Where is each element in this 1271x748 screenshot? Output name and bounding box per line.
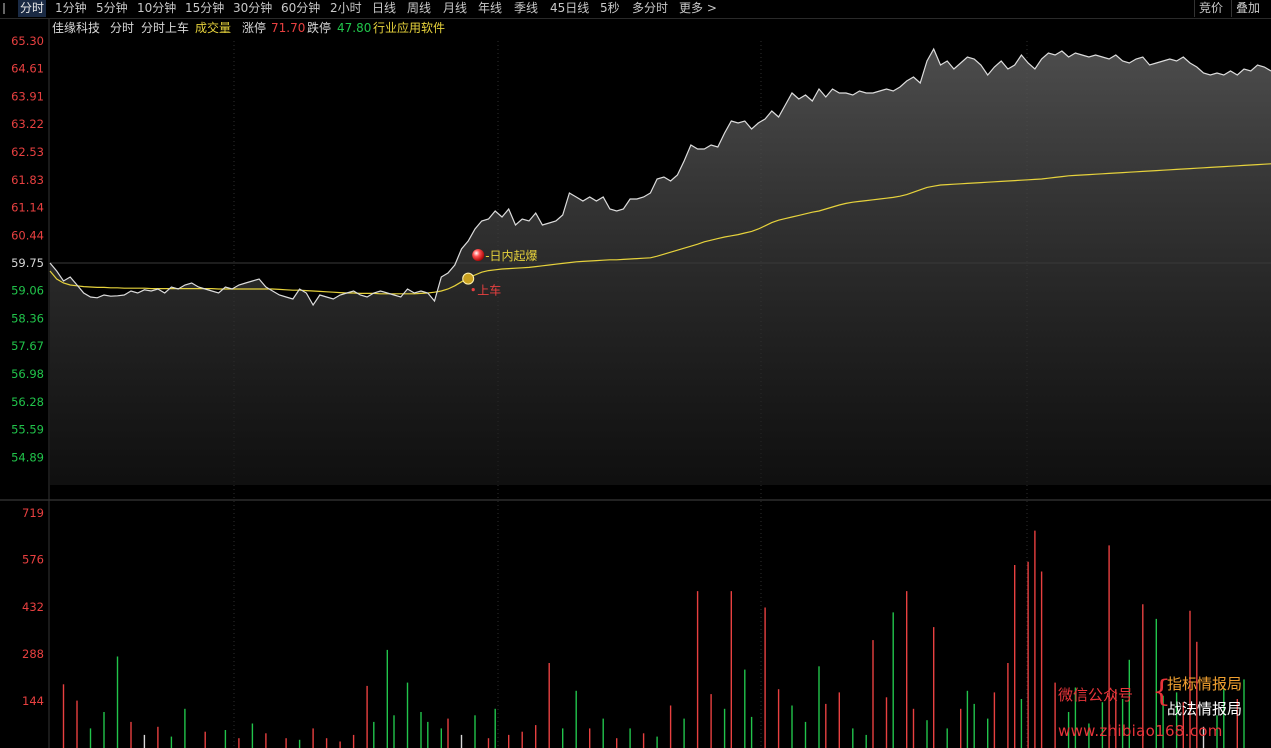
tab-1min[interactable]: 1分钟 bbox=[55, 1, 87, 15]
tab-daily[interactable]: 日线 bbox=[372, 1, 397, 15]
volume-tick-label: 719 bbox=[22, 506, 44, 520]
tab-45day[interactable]: 45日线 bbox=[550, 1, 590, 15]
entry-signal-dot bbox=[471, 288, 475, 292]
volume-axis: 719 576 432 288 144 bbox=[22, 506, 44, 708]
price-tick-label: 58.36 bbox=[11, 312, 44, 326]
tab-monthly[interactable]: 月线 bbox=[443, 1, 468, 15]
stock-name: 佳缘科技 bbox=[52, 21, 101, 35]
money-bag-icon bbox=[462, 272, 475, 285]
watermark-line3: 战法情报局 bbox=[1167, 700, 1243, 718]
tab-weekly[interactable]: 周线 bbox=[407, 1, 432, 15]
limit-up-value: 71.70 bbox=[271, 21, 306, 35]
price-tick-label: 65.30 bbox=[11, 34, 44, 48]
price-tick-label: 56.98 bbox=[11, 367, 44, 381]
price-tick-label: 64.61 bbox=[11, 62, 44, 76]
tab-30min[interactable]: 30分钟 bbox=[233, 1, 273, 15]
price-line bbox=[49, 47, 1271, 307]
tab-2hour[interactable]: 2小时 bbox=[330, 1, 362, 15]
volume-label: 成交量 bbox=[195, 21, 232, 35]
tab-15min[interactable]: 15分钟 bbox=[185, 1, 225, 15]
watermark-brace: { bbox=[1152, 674, 1172, 709]
price-tick-label: 59.06 bbox=[11, 284, 44, 298]
limit-down-label: 跌停 bbox=[307, 21, 332, 35]
price-tick-label: 61.14 bbox=[11, 200, 44, 214]
tab-60min[interactable]: 60分钟 bbox=[281, 1, 321, 15]
price-tick-label: 54.89 bbox=[11, 450, 44, 464]
volume-tick-label: 576 bbox=[22, 553, 44, 567]
tab-intraday[interactable]: 分时 bbox=[18, 0, 47, 17]
overlay-button[interactable]: 叠加 bbox=[1231, 0, 1264, 17]
surge-signal-icon bbox=[472, 249, 485, 261]
entry-signal-label: 上车 bbox=[477, 283, 501, 298]
watermark-url: www.zhibiao168.com bbox=[1058, 722, 1223, 740]
price-tick-label: 63.91 bbox=[11, 90, 44, 104]
indicator-name[interactable]: 分时上车 bbox=[141, 21, 190, 35]
price-tick-label: 63.22 bbox=[11, 117, 44, 131]
tab-5min[interactable]: 5分钟 bbox=[96, 1, 128, 15]
volume-tick-label: 288 bbox=[22, 647, 44, 661]
industry-label[interactable]: 行业应用软件 bbox=[373, 21, 446, 35]
price-tick-label: 61.83 bbox=[11, 173, 44, 187]
price-tick-label: 59.75 bbox=[11, 256, 44, 270]
price-area-fill bbox=[50, 49, 1271, 485]
surge-signal-label: -日内起爆 bbox=[485, 249, 537, 263]
chart-mode: 分时 bbox=[110, 21, 135, 35]
period-tab-bar: 分时 1分钟 5分钟 10分钟 15分钟 30分钟 60分钟 2小时 日线 周线… bbox=[0, 0, 1271, 19]
panel-edge-marker bbox=[3, 3, 5, 14]
tab-10min[interactable]: 10分钟 bbox=[137, 1, 177, 15]
price-axis: 65.30 64.61 63.91 63.22 62.53 61.83 61.14 60.44… bbox=[11, 34, 44, 464]
bid-button[interactable]: 竞价 bbox=[1194, 0, 1227, 17]
watermark-wechat: 微信公众号 bbox=[1058, 686, 1134, 704]
tab-quarterly[interactable]: 季线 bbox=[514, 1, 539, 15]
tab-5sec[interactable]: 5秒 bbox=[600, 1, 620, 15]
tab-yearly[interactable]: 年线 bbox=[478, 1, 503, 15]
volume-bars bbox=[62, 530, 1245, 748]
price-tick-label: 60.44 bbox=[11, 228, 44, 242]
price-tick-label: 62.53 bbox=[11, 145, 44, 159]
limit-down-value: 47.80 bbox=[337, 21, 372, 35]
avg-price-line bbox=[49, 163, 1271, 295]
stock-info-bar: 佳缘科技 分时 分时上车 成交量 涨停 71.70 跌停 47.80 行业应用软… bbox=[0, 19, 1271, 37]
volume-tick-label: 432 bbox=[22, 600, 44, 614]
tab-multi-intraday[interactable]: 多分时 bbox=[632, 1, 669, 15]
watermark-line2: 指标情报局 bbox=[1167, 675, 1243, 693]
volume-tick-label: 144 bbox=[22, 694, 44, 708]
price-tick-label: 57.67 bbox=[11, 339, 44, 353]
price-tick-label: 56.28 bbox=[11, 395, 44, 409]
limit-up-label: 涨停 bbox=[242, 21, 267, 35]
price-tick-label: 55.59 bbox=[11, 422, 44, 436]
tab-more[interactable]: 更多 > bbox=[679, 1, 717, 15]
